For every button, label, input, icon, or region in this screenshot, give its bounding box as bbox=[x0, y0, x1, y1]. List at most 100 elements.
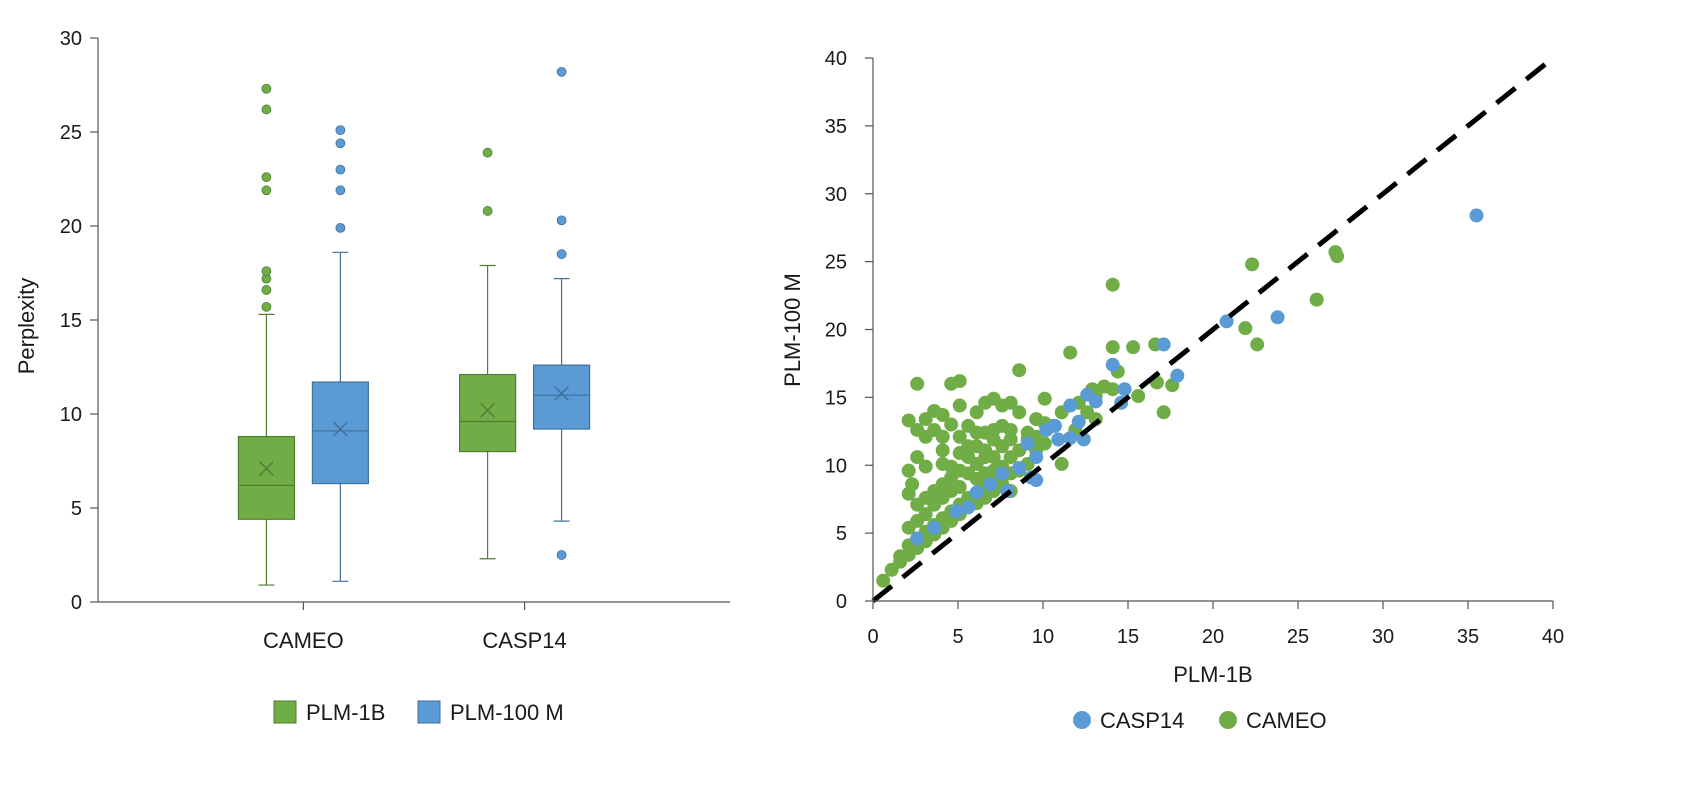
box-outlier-point bbox=[335, 164, 346, 175]
box-mean-marker-b bbox=[258, 461, 274, 477]
box-iqr bbox=[532, 364, 591, 430]
scatter-point-casp14 bbox=[1270, 310, 1285, 325]
scatter-point-cameo bbox=[1131, 389, 1146, 404]
scatter-point-cameo bbox=[1063, 345, 1078, 360]
box-outlier-point bbox=[556, 215, 567, 226]
box-y-tick-label: 25 bbox=[60, 122, 82, 144]
box-outlier-point bbox=[335, 222, 346, 233]
scatter-point-casp14 bbox=[949, 504, 964, 519]
scatter-point-cameo bbox=[1250, 337, 1265, 352]
scatter-y-tick-label: 25 bbox=[825, 252, 847, 274]
scatter-point-casp14 bbox=[1117, 382, 1132, 397]
scatter-point-cameo bbox=[1080, 405, 1095, 420]
scatter-point-casp14 bbox=[1051, 432, 1066, 447]
scatter-y-tick-label: 0 bbox=[836, 591, 847, 613]
scatter-point-casp14 bbox=[995, 466, 1010, 481]
scatter-point-cameo bbox=[918, 459, 933, 474]
scatter-point-cameo bbox=[995, 439, 1010, 454]
scatter-plot-x-axis-title: PLM-1B bbox=[1173, 662, 1252, 687]
scatter-point-casp14 bbox=[1156, 337, 1171, 352]
category-label-cameo: CAMEO bbox=[263, 628, 344, 653]
box-iqr bbox=[311, 381, 369, 485]
scatter-point-cameo bbox=[952, 429, 967, 444]
scatter-y-tick-label: 5 bbox=[836, 523, 847, 545]
scatter-point-cameo bbox=[901, 486, 916, 501]
category-label-casp14: CASP14 bbox=[482, 628, 566, 653]
box-outlier-point bbox=[261, 172, 272, 183]
scatter-point-casp14 bbox=[1219, 314, 1234, 329]
legend-marker-cameo bbox=[1219, 711, 1237, 729]
scatter-point-casp14 bbox=[1029, 450, 1044, 465]
scatter-point-cameo bbox=[944, 484, 959, 499]
box-y-tick-label: 0 bbox=[71, 592, 82, 614]
scatter-plot-legend: CASP14 CAMEO bbox=[1073, 708, 1327, 733]
legend-label-plm-1b: PLM-1B bbox=[306, 700, 385, 725]
box-outlier-point bbox=[261, 285, 272, 295]
box-plm-1b-casp14 bbox=[459, 147, 517, 560]
scatter-point-cameo bbox=[910, 450, 925, 465]
scatter-point-cameo bbox=[1156, 405, 1171, 420]
box-outlier-point bbox=[556, 66, 567, 77]
scatter-point-casp14 bbox=[969, 485, 984, 500]
scatter-point-cameo bbox=[1105, 277, 1120, 292]
scatter-point-casp14 bbox=[1080, 387, 1095, 402]
scatter-x-tick-label: 25 bbox=[1287, 626, 1309, 648]
scatter-x-tick-label: 0 bbox=[867, 626, 878, 648]
scatter-point-cameo bbox=[901, 463, 916, 478]
scatter-point-cameo bbox=[969, 405, 984, 420]
scatter-point-cameo bbox=[901, 413, 916, 428]
scatter-plot-points bbox=[876, 208, 1484, 588]
legend-swatch-plm-100-m bbox=[417, 700, 441, 724]
box-outlier-point bbox=[335, 185, 346, 196]
legend-label-casp14: CASP14 bbox=[1100, 708, 1184, 733]
scatter-point-cameo bbox=[944, 376, 959, 391]
scatter-point-casp14 bbox=[1012, 460, 1027, 475]
scatter-plot-y-axis-title: PLM-100 M bbox=[780, 273, 805, 387]
scatter-point-cameo bbox=[910, 513, 925, 528]
box-plot-legend: PLM-1B PLM-100 M bbox=[273, 700, 564, 725]
scatter-point-cameo bbox=[910, 376, 925, 391]
scatter-point-cameo bbox=[910, 422, 925, 437]
box-mean-marker-b bbox=[332, 421, 348, 437]
box-outlier-point bbox=[261, 83, 272, 94]
scatter-point-cameo bbox=[978, 443, 993, 458]
box-plot-y-ticks: 0 5 10 15 20 25 30 bbox=[60, 28, 98, 614]
scatter-point-casp14 bbox=[1469, 208, 1484, 223]
scatter-point-cameo bbox=[935, 456, 950, 471]
box-plot-y-axis-title: Perplexity bbox=[14, 278, 39, 375]
box-outlier-point bbox=[261, 301, 272, 312]
scatter-y-tick-label: 20 bbox=[825, 320, 847, 342]
box-y-tick-label: 30 bbox=[60, 28, 82, 50]
scatter-point-cameo bbox=[918, 412, 933, 427]
box-mean-marker-b bbox=[554, 385, 570, 401]
scatter-x-tick-label: 20 bbox=[1202, 626, 1224, 648]
scatter-point-cameo bbox=[986, 422, 1001, 437]
scatter-point-cameo bbox=[1245, 257, 1260, 272]
scatter-x-tick-label: 35 bbox=[1457, 626, 1479, 648]
box-y-tick-label: 15 bbox=[60, 310, 82, 332]
scatter-point-cameo bbox=[876, 573, 891, 588]
scatter-y-tick-label: 35 bbox=[825, 116, 847, 138]
box-outlier-point bbox=[556, 550, 567, 560]
scatter-point-casp14 bbox=[927, 520, 942, 535]
scatter-point-casp14 bbox=[1105, 357, 1120, 372]
scatter-point-cameo bbox=[1003, 422, 1018, 437]
box-plm-100-m-casp14 bbox=[532, 66, 591, 560]
scatter-point-casp14 bbox=[1020, 436, 1035, 451]
box-y-tick-label: 20 bbox=[60, 216, 82, 238]
scatter-point-cameo bbox=[952, 446, 967, 461]
box-outlier-point bbox=[482, 147, 493, 158]
legend-marker-casp14 bbox=[1073, 711, 1091, 729]
box-iqr bbox=[459, 373, 517, 453]
box-outlier-point bbox=[335, 125, 346, 136]
box-plot-panel: 0 5 10 15 20 25 30 CAMEO CASP14 Perplexity PLM-… bbox=[14, 28, 730, 725]
box-plot-marks bbox=[237, 66, 591, 586]
box-outlier-point bbox=[556, 249, 567, 260]
scatter-point-casp14 bbox=[1039, 422, 1054, 437]
scatter-x-tick-label: 15 bbox=[1117, 626, 1139, 648]
box-outlier-point bbox=[335, 138, 346, 149]
box-plot-category-labels: CAMEO CASP14 bbox=[263, 602, 567, 653]
scatter-point-cameo bbox=[978, 395, 993, 410]
